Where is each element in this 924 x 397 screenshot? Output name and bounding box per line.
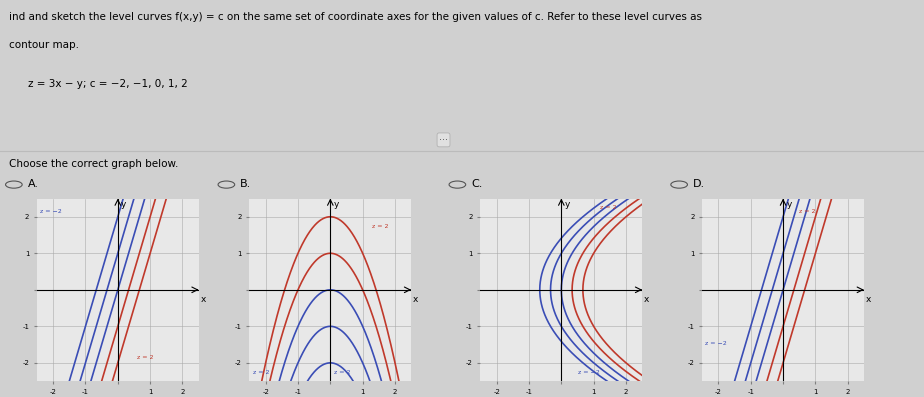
Text: z = −2: z = −2 [41,209,62,214]
Text: z = 2: z = 2 [799,209,816,214]
Text: x: x [866,295,871,304]
Text: z = 3x − y; c = −2, −1, 0, 1, 2: z = 3x − y; c = −2, −1, 0, 1, 2 [28,79,188,89]
Text: y: y [121,200,127,209]
Text: C.: C. [471,179,482,189]
Text: z = 2: z = 2 [253,370,269,375]
Text: Choose the correct graph below.: Choose the correct graph below. [9,159,178,169]
Text: y: y [565,200,570,209]
Text: z = −2: z = −2 [578,370,600,375]
Text: z = 2: z = 2 [137,355,153,360]
Text: x: x [644,295,650,304]
Text: x: x [201,295,206,304]
Text: y: y [786,200,792,209]
Text: A.: A. [28,179,39,189]
Text: B.: B. [240,179,251,189]
Text: D.: D. [693,179,705,189]
Text: contour map.: contour map. [9,40,79,50]
Text: z = 2: z = 2 [601,206,616,210]
Text: z = 2: z = 2 [372,224,389,229]
Text: ind and sketch the level curves f(x,y) = c on the same set of coordinate axes fo: ind and sketch the level curves f(x,y) =… [9,12,702,22]
Text: z = −2: z = −2 [706,341,727,346]
Text: z = 2: z = 2 [334,370,350,375]
Text: x: x [413,295,419,304]
Text: y: y [334,200,339,209]
Text: ···: ··· [439,135,448,145]
